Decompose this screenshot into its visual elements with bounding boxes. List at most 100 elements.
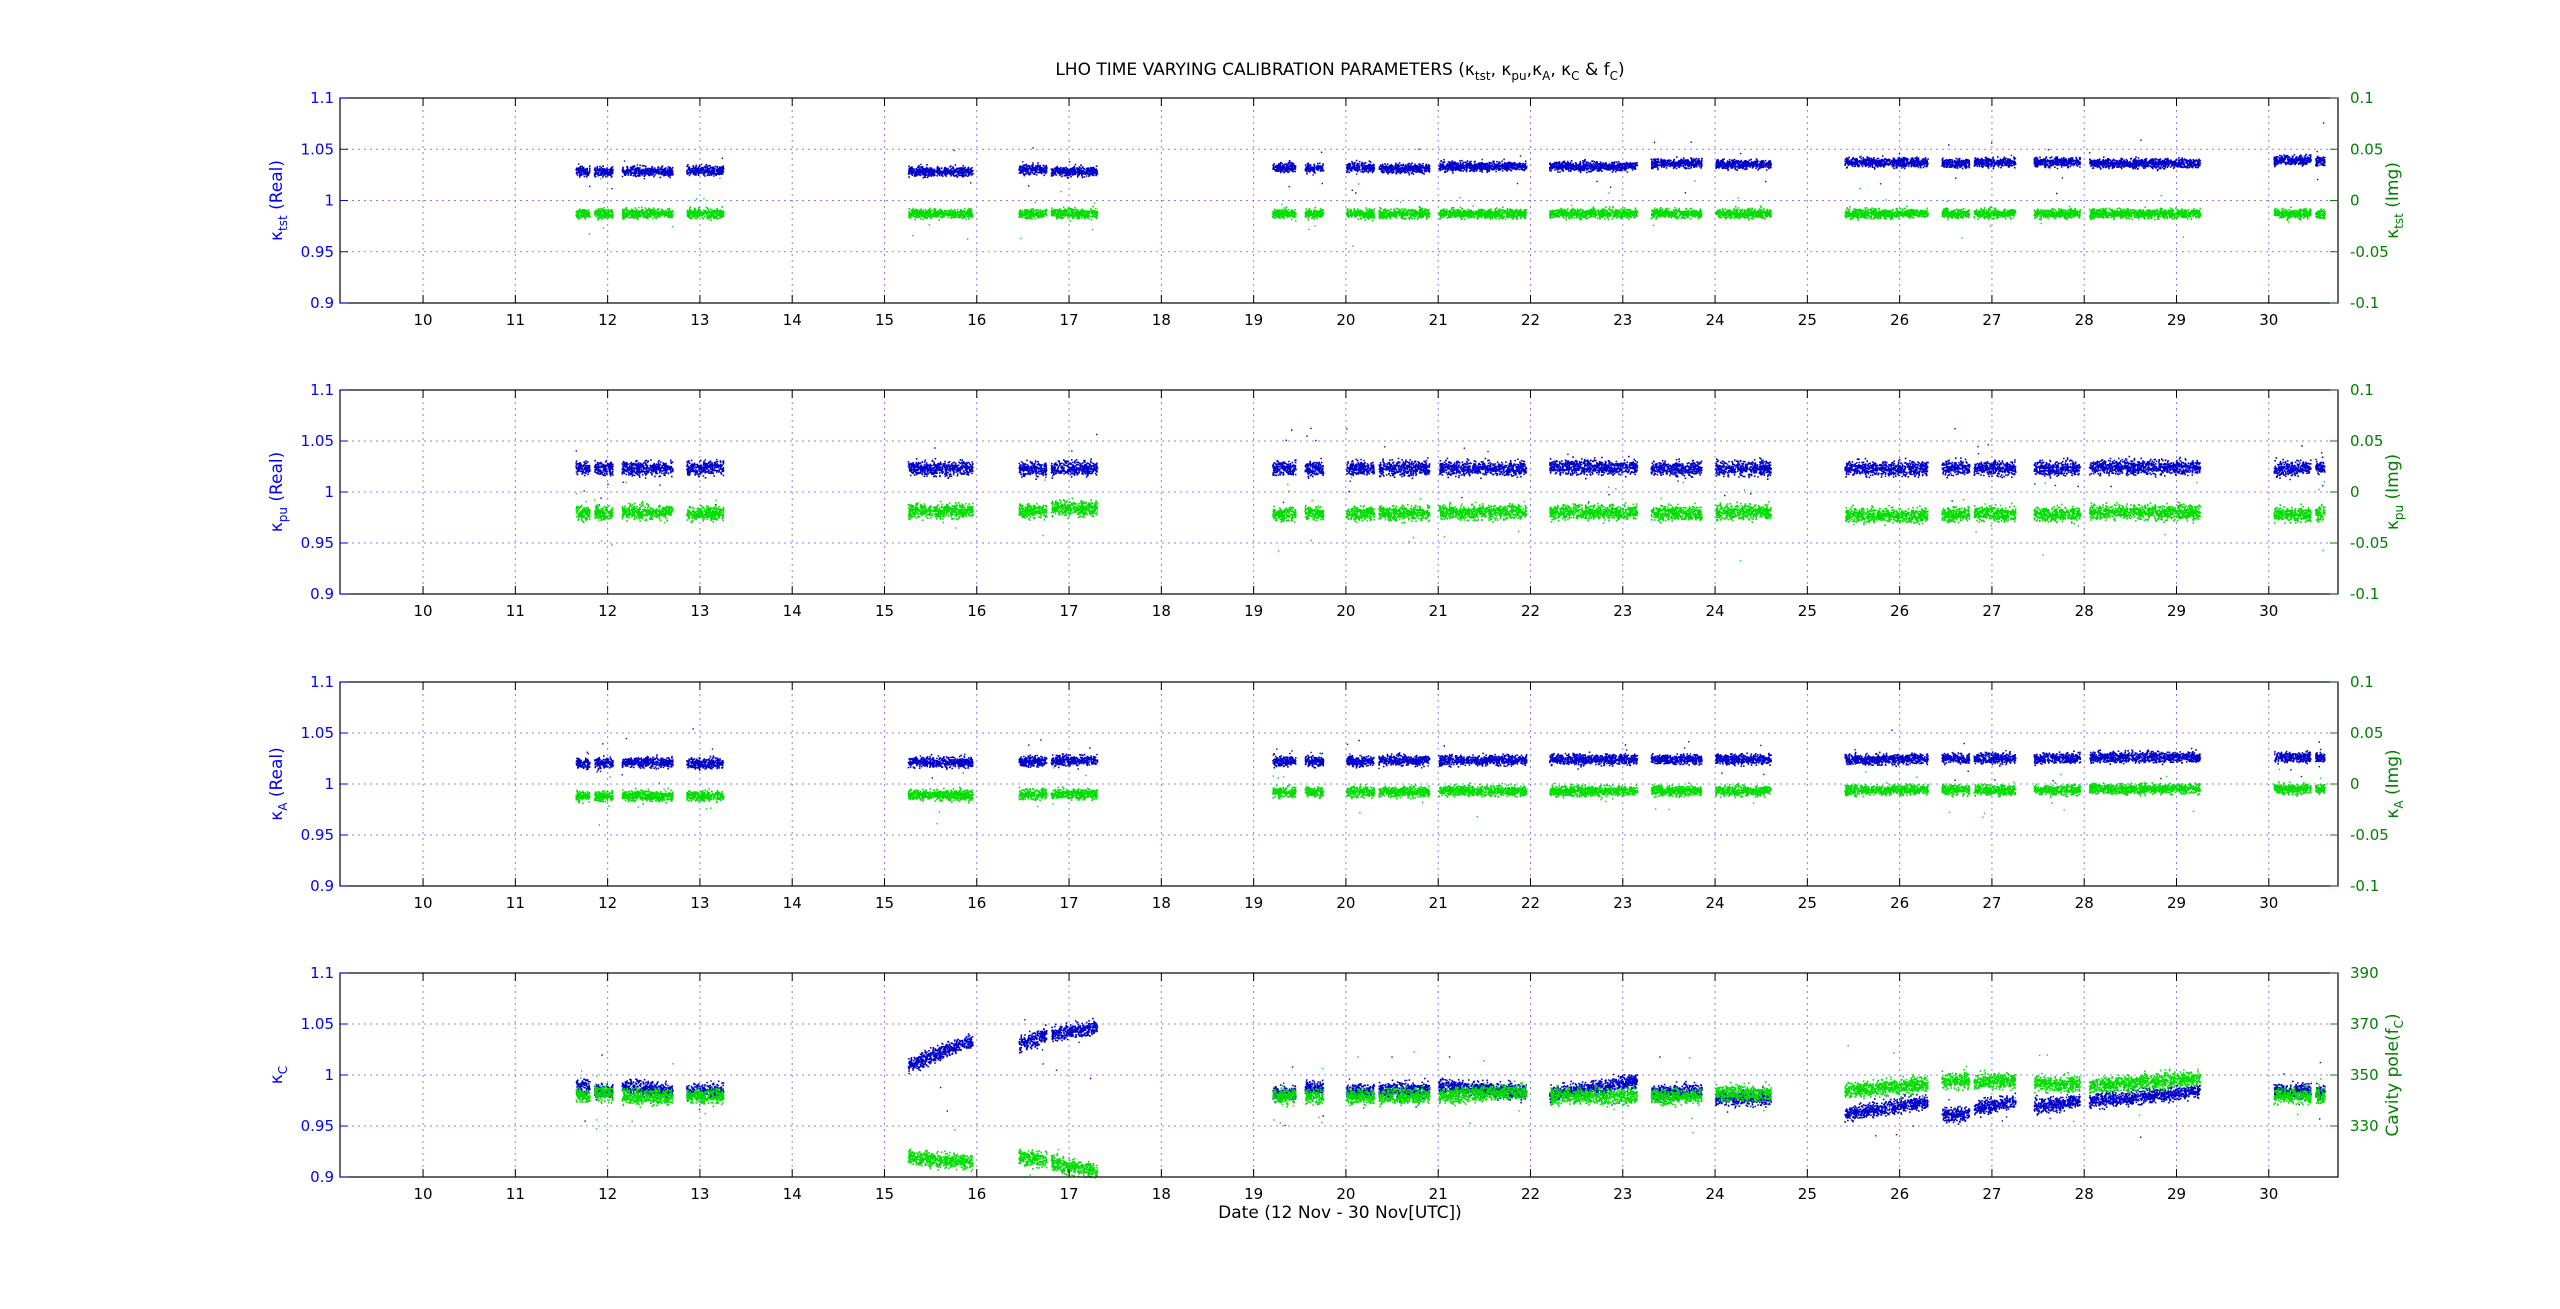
data-points: [575, 763, 591, 804]
data-points: [1438, 196, 1528, 221]
data-points: [1715, 1081, 1772, 1112]
data-points: [2273, 1085, 2312, 1116]
x-tick-label: 16: [967, 602, 986, 620]
data-points: [1941, 144, 1971, 179]
x-tick-label: 25: [1798, 602, 1817, 620]
x-tick-label: 24: [1706, 894, 1725, 912]
y-left-tick-label: 0.95: [301, 826, 334, 844]
data-points: [1549, 453, 1639, 503]
data-points: [2273, 206, 2312, 223]
y-left-tick-label: 1.1: [310, 381, 334, 399]
y-left-tick-label: 0.95: [301, 1117, 334, 1135]
data-points: [1050, 747, 1099, 770]
data-points: [2315, 481, 2326, 552]
data-points: [907, 447, 974, 479]
data-points: [1018, 739, 1048, 768]
data-points: [621, 160, 674, 180]
data-points: [594, 459, 614, 506]
x-tick-label: 15: [875, 1185, 894, 1203]
data-points: [1272, 429, 1297, 504]
data-points: [686, 788, 725, 810]
x-tick-label: 27: [1982, 894, 2001, 912]
y-right-tick-label: 370: [2350, 1015, 2379, 1033]
data-points: [1018, 479, 1048, 537]
data-points: [1050, 191, 1099, 231]
data-points: [1272, 203, 1297, 222]
data-points: [1844, 1093, 1929, 1137]
data-points: [575, 450, 591, 492]
y-right-tick-label: 0: [2350, 483, 2360, 501]
data-points: [2273, 750, 2312, 778]
data-points: [594, 499, 614, 546]
x-tick-label: 25: [1798, 894, 1817, 912]
data-points: [1304, 206, 1325, 231]
x-tick-label: 13: [690, 602, 709, 620]
x-tick-label: 20: [1336, 311, 1355, 329]
data-points: [1438, 155, 1528, 185]
x-tick-label: 16: [967, 311, 986, 329]
data-points: [2033, 482, 2082, 556]
x-tick-label: 23: [1613, 1185, 1632, 1203]
data-points: [1650, 1057, 1703, 1134]
y-left-tick-label: 1: [324, 192, 334, 210]
data-points: [2315, 741, 2326, 768]
x-tick-label: 16: [967, 894, 986, 912]
y-right-label: κA (Img): [2383, 749, 2406, 818]
data-points: [2089, 139, 2202, 172]
x-tick-label: 17: [1060, 1185, 1079, 1203]
data-points: [1715, 744, 1772, 776]
data-points: [575, 163, 591, 187]
x-tick-label: 19: [1244, 1185, 1263, 1203]
series-green-right: [575, 753, 2326, 826]
data-points: [1973, 750, 2017, 781]
y-left-tick-label: 0.9: [310, 877, 334, 895]
x-tick-label: 23: [1613, 311, 1632, 329]
data-points: [1345, 159, 1375, 194]
x-tick-label: 18: [1152, 1185, 1171, 1203]
x-tick-label: 21: [1429, 311, 1448, 329]
x-tick-label: 19: [1244, 602, 1263, 620]
x-tick-label: 21: [1429, 602, 1448, 620]
data-points: [1715, 197, 1772, 221]
data-points: [2315, 452, 2326, 487]
data-points: [1650, 481, 1703, 524]
y-left-tick-label: 1.1: [310, 673, 334, 691]
x-tick-label: 20: [1336, 602, 1355, 620]
series-blue-left: [575, 728, 2326, 789]
data-points: [2314, 1078, 2326, 1105]
data-points: [1973, 1069, 2017, 1105]
y-right-label: Cavity pole(fC): [2383, 1013, 2406, 1136]
data-points: [1844, 729, 1929, 789]
x-tick-label: 15: [875, 894, 894, 912]
data-points: [907, 753, 974, 779]
x-tick-label: 21: [1429, 894, 1448, 912]
data-points: [621, 481, 674, 524]
data-points: [686, 458, 725, 510]
data-points: [686, 1084, 725, 1115]
x-tick-label: 22: [1521, 894, 1540, 912]
data-points: [1844, 187, 1929, 221]
x-tick-label: 20: [1336, 1185, 1355, 1203]
y-left-tick-label: 0.9: [310, 1168, 334, 1186]
series-blue-left: [575, 427, 2326, 513]
data-points: [1378, 446, 1431, 480]
data-points: [1272, 1085, 1297, 1124]
data-points: [1438, 782, 1528, 818]
data-points: [1650, 141, 1703, 194]
data-points: [1378, 201, 1431, 221]
y-left-label: κC: [267, 1066, 290, 1084]
x-tick-label: 28: [2075, 1185, 2094, 1203]
data-points: [1304, 427, 1325, 479]
x-tick-label: 14: [783, 1185, 802, 1203]
data-points: [621, 782, 674, 808]
series-green-right: [575, 1045, 2326, 1179]
y-right-tick-label: 0.1: [2350, 673, 2374, 691]
x-tick-label: 24: [1706, 602, 1725, 620]
x-tick-label: 10: [414, 602, 433, 620]
data-points: [1973, 206, 2017, 227]
data-points: [1272, 748, 1297, 769]
data-points: [2088, 1068, 2202, 1116]
data-points: [1050, 161, 1099, 179]
series-green-right: [575, 473, 2326, 562]
panel-kappa_C: 10 11 12 13 14 15 16 17 18 19 20 21 22 23 24 25 26 27 28 29…: [267, 964, 2406, 1203]
